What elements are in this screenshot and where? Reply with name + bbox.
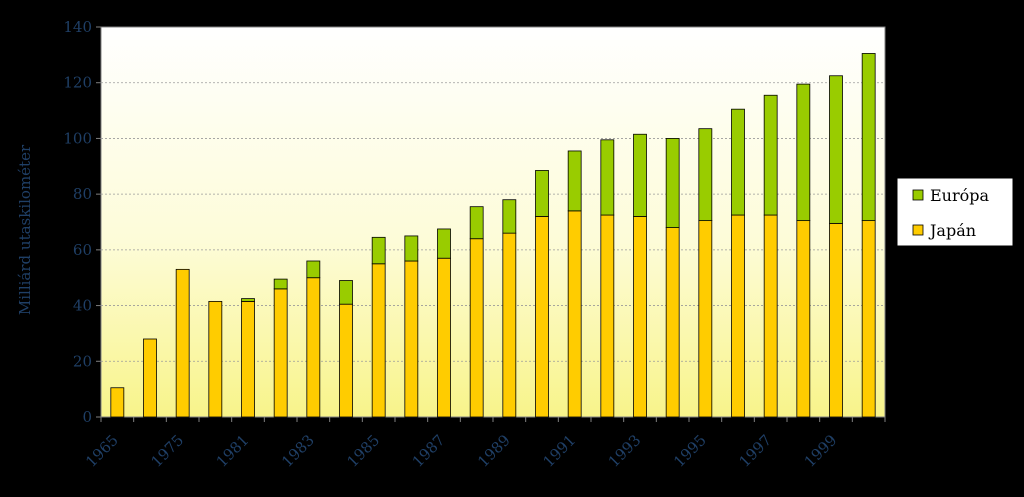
y-tick-label: 80 [73,185,92,203]
bar-japan [665,227,680,418]
bar-japan [241,300,255,418]
x-tick-label: 1989 [474,431,514,471]
bar-europa [273,278,288,290]
bar-japan [567,210,582,418]
bar-europa [306,260,321,279]
bar-europa [861,53,876,222]
bar-japan [437,257,451,418]
bar-europa [665,138,680,228]
x-tick-label: 1981 [213,431,253,471]
legend-label-europa: Európa [930,186,990,205]
bar-europa [829,75,843,224]
bar-europa [404,235,419,262]
bar-japan [469,238,484,418]
bar-japan [502,232,517,418]
bars [110,53,876,418]
x-tick-label: 1997 [735,431,775,471]
x-tick-label: 1965 [82,431,122,471]
x-tick-label: 1987 [409,431,449,471]
bar-japan [600,214,615,418]
y-tick-label: 100 [63,129,92,147]
bar-japan [861,220,876,418]
legend: Európa Japán [896,177,1014,247]
bar-japan [829,222,843,418]
legend-label-japan: Japán [928,221,976,240]
y-tick-label: 120 [63,74,92,92]
bar-europa [502,199,517,234]
bar-japan [698,220,713,418]
bar-europa [796,83,811,222]
bar-europa [763,94,778,216]
y-tick-label: 140 [63,18,92,36]
bar-japan [371,263,386,418]
x-tick-label: 1985 [343,431,383,471]
x-tick-label: 1991 [539,431,579,471]
y-axis-ticks: 0 20 40 60 80 100 120 140 [63,18,101,426]
bar-japan [404,260,419,418]
bar-japan [175,268,190,418]
y-tick-label: 40 [73,297,92,315]
bar-europa [371,236,386,265]
bar-japan [273,288,288,418]
x-tick-label: 1983 [278,431,318,471]
bar-europa [698,128,713,222]
bar-europa [469,206,484,240]
bar-japan [763,214,778,418]
y-axis-label: Milliárd utaskilométer [16,144,34,315]
x-tick-label: 1993 [605,431,645,471]
bar-japan [633,216,647,418]
bar-europa [567,150,582,212]
grid-lines [101,82,885,362]
plot-area [100,26,886,418]
bar-japan [339,303,353,418]
y-tick-label: 60 [73,241,92,259]
bar-japan [535,216,549,418]
bar-europa [600,139,615,216]
x-tick-label: 1975 [147,431,187,471]
legend-swatch-japan [912,224,924,236]
bar-europa [241,298,255,302]
bar-europa [437,228,451,259]
x-tick-label: 1995 [670,431,710,471]
x-axis-ticks: 1965 1975 1981 1983 1985 1987 1989 1991 1993 1995… [82,417,886,471]
bar-japan [796,220,811,418]
y-tick-label: 0 [82,408,92,426]
bar-japan [731,214,745,418]
bar-europa [731,108,745,216]
bar-japan [110,387,125,418]
bar-europa [535,170,549,217]
bar-japan [208,300,223,418]
y-tick-label: 20 [73,352,92,370]
bar-japan [143,338,157,418]
x-tick-label: 1999 [801,431,841,471]
bar-europa [339,280,353,305]
bar-europa [633,133,647,217]
legend-swatch-europa [912,189,924,201]
bar-japan [306,277,321,418]
